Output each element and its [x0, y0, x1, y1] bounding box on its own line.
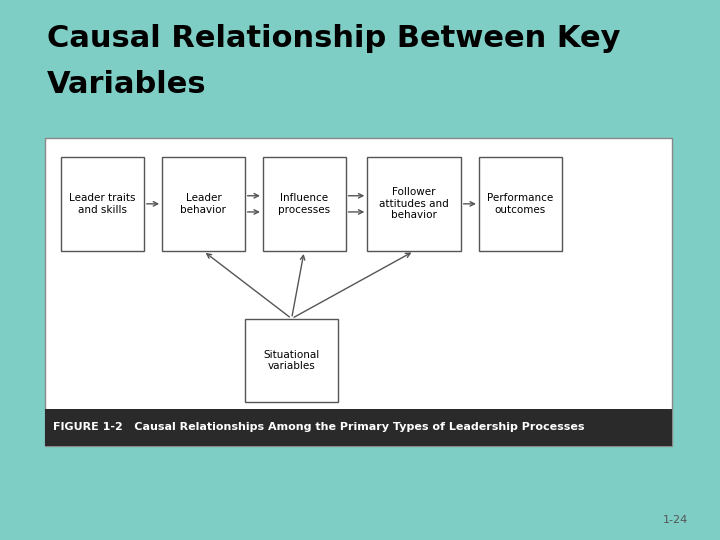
Text: Leader
behavior: Leader behavior	[181, 193, 226, 214]
Text: Causal Relationship Between Key: Causal Relationship Between Key	[47, 24, 621, 53]
Text: FIGURE 1-2   Causal Relationships Among the Primary Types of Leadership Processe: FIGURE 1-2 Causal Relationships Among th…	[53, 422, 585, 433]
Text: Influence
processes: Influence processes	[278, 193, 330, 214]
Text: Performance
outcomes: Performance outcomes	[487, 193, 554, 214]
Text: Follower
attitudes and
behavior: Follower attitudes and behavior	[379, 187, 449, 220]
Bar	[245, 319, 338, 402]
Bar	[162, 157, 245, 251]
Bar	[479, 157, 562, 251]
Text: Variables: Variables	[47, 70, 207, 99]
Bar	[45, 138, 672, 445]
Bar	[367, 157, 461, 251]
Bar	[263, 157, 346, 251]
Bar	[45, 409, 672, 445]
Text: 1-24: 1-24	[662, 515, 688, 525]
Text: Leader traits
and skills: Leader traits and skills	[69, 193, 136, 214]
Text: Situational
variables: Situational variables	[264, 350, 320, 372]
Bar	[61, 157, 144, 251]
